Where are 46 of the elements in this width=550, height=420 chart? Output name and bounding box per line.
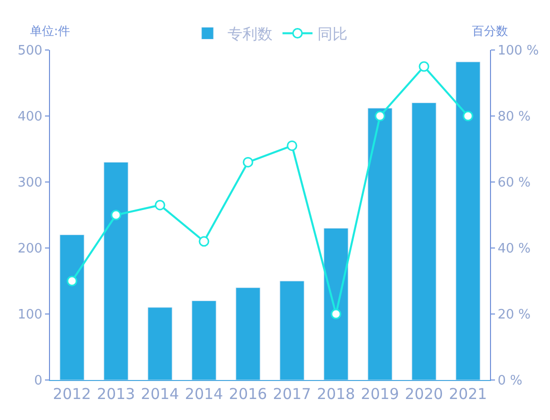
bar [280,280,304,380]
x-tick-label: 2019 [360,385,400,403]
y-axis-title: 单位:件 [30,24,70,38]
x-tick-label: 2013 [96,385,136,403]
bar [324,228,348,380]
x-tick-label: 2017 [272,385,312,403]
y2-tick-label: 20 % [498,308,531,323]
x-tick-label: 2018 [316,385,356,403]
bar [456,62,480,380]
point [198,236,210,247]
y-tick-label: 100 [18,308,42,323]
bar [60,234,84,380]
x-tick-label: 2014 [140,385,180,403]
x-tick-label: 2016 [228,385,268,403]
y2-tick-label: 40 % [498,242,531,257]
x-tick-label: 2014 [184,385,224,403]
y-tick-label: 300 [18,176,42,191]
y2-tick-label: 0 % [498,374,522,389]
x-tick-label: 2020 [404,385,444,403]
y-tick-label: 400 [18,110,42,125]
bar [412,102,436,380]
y-tick-label: 500 [18,44,42,59]
legend-label: 专利数 [228,25,272,44]
point [110,210,122,220]
y-tick-label: 200 [18,242,42,257]
y2-axis-title: 百分数 [472,24,508,38]
point [242,156,254,168]
point [66,276,78,286]
bar [104,162,128,380]
point [330,308,342,320]
bar [192,300,216,380]
point [286,140,298,151]
legend-label: 同比 [318,25,348,44]
x-tick-label: 2012 [52,385,92,403]
bar [368,108,392,380]
point [418,61,430,72]
point [462,110,474,122]
x-tick-label: 2021 [448,385,488,403]
y2-tick-label: 100 % [498,44,539,59]
bar [236,287,260,380]
y2-tick-label: 60 % [498,176,531,191]
point [374,110,386,122]
y-tick-label: 0 [34,374,42,389]
bar [148,307,172,380]
point [154,200,166,210]
y2-tick-label: 80 % [498,110,531,125]
